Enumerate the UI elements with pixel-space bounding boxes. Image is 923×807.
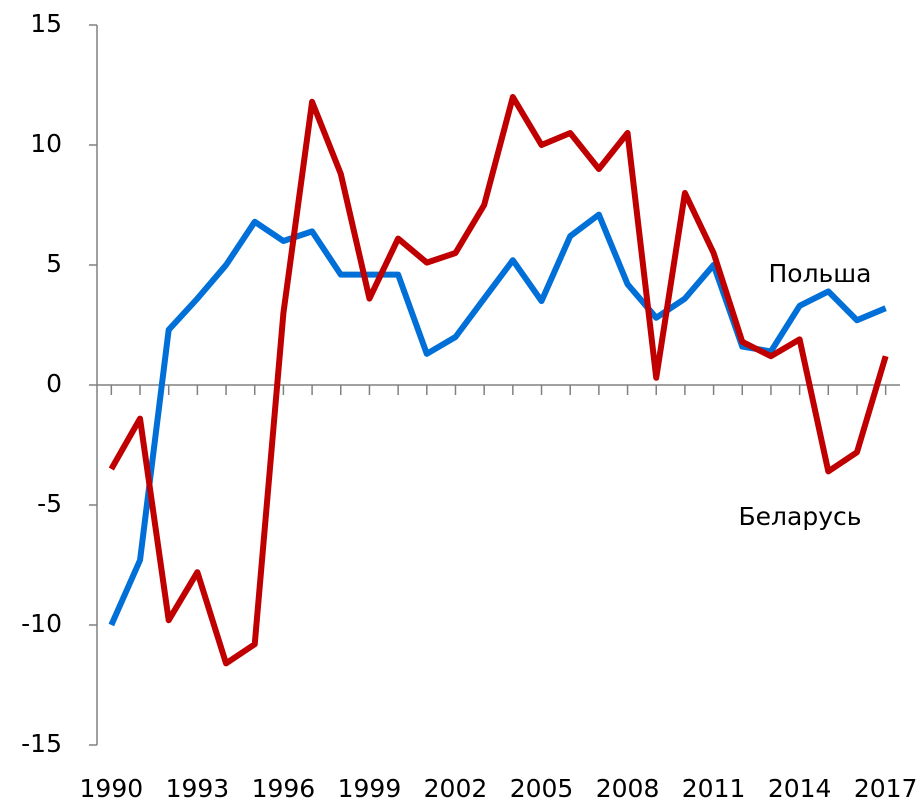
x-tick-label: 1993 [166, 774, 230, 803]
x-tick-label: 1996 [252, 774, 316, 803]
y-tick-label: -10 [21, 609, 62, 638]
x-tick-label: 2011 [682, 774, 746, 803]
x-tick-label: 1999 [338, 774, 402, 803]
x-tick-label: 2014 [768, 774, 832, 803]
y-tick-label: 5 [46, 249, 62, 278]
x-tick-label: 1990 [80, 774, 144, 803]
y-tick-label: -15 [21, 729, 62, 758]
y-tick-label: 0 [46, 369, 62, 398]
series-line [108, 94, 889, 667]
x-tick-label: 2002 [424, 774, 488, 803]
x-tick-label: 2008 [596, 774, 660, 803]
y-tick-label: -5 [37, 489, 62, 518]
series-label: Польша [768, 259, 871, 288]
x-tick-label: 2017 [854, 774, 918, 803]
series-label: Беларусь [739, 502, 862, 531]
x-tick-label: 2005 [510, 774, 574, 803]
y-tick-label: 10 [30, 129, 62, 158]
y-tick-label: 15 [30, 9, 62, 38]
